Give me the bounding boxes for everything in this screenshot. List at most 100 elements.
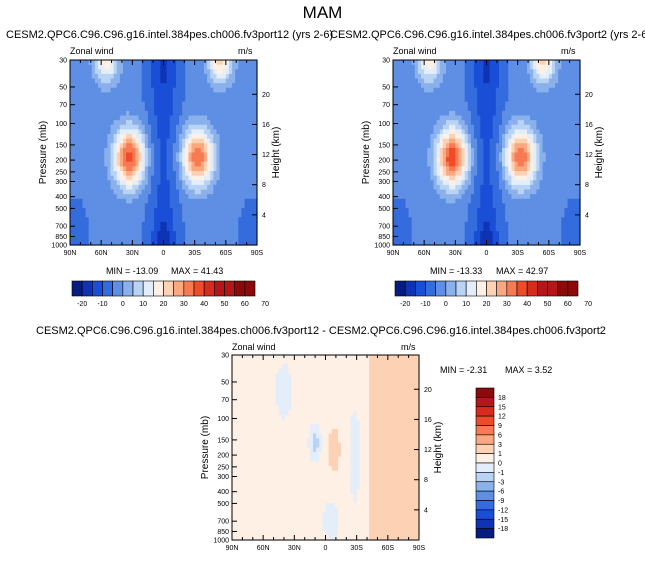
panel1-cell [213, 78, 218, 84]
panel2-cell [502, 217, 506, 223]
panel1-cell [241, 208, 246, 214]
panel1-cell [151, 235, 155, 241]
panel2-cell [498, 83, 503, 89]
panel2-cell [396, 184, 400, 191]
panel2-cell [486, 180, 491, 186]
panel2-cell [551, 161, 556, 167]
panel2-cell [486, 166, 491, 172]
panel1-cell [141, 194, 146, 200]
panel2-cell [477, 143, 481, 149]
panel2-cell [442, 120, 447, 126]
panel1-cell [228, 83, 233, 89]
panel2-cell [486, 171, 491, 177]
panel2-cell [508, 115, 513, 121]
panel1-cell [116, 152, 121, 158]
panel1-cell [235, 226, 239, 232]
panel2-cell [536, 152, 541, 158]
panel2-cell [421, 138, 425, 144]
panel2-cell [505, 152, 509, 158]
panel2-cell [430, 87, 435, 93]
panel1-cell [244, 69, 249, 75]
panel1-cell [160, 166, 165, 172]
panel2-cell [505, 198, 509, 204]
panel1-cell [225, 152, 230, 158]
panel1-cell [253, 221, 258, 228]
panel1-cell [154, 217, 158, 223]
panel2-cell [492, 198, 497, 204]
panel1-cell [197, 129, 202, 135]
panel2-cell [530, 189, 534, 195]
panel1-cell [135, 87, 140, 93]
panel2-cell [467, 106, 472, 112]
panel1-cell [122, 208, 127, 214]
panel1-cell [132, 97, 137, 103]
panel1-cell [126, 64, 130, 70]
panel1-cell [113, 147, 118, 154]
panel1-cell [247, 194, 252, 200]
panel2-cell [520, 78, 525, 84]
panel1-cell [185, 226, 190, 232]
panel2-cell [545, 217, 550, 223]
panel1-cell [250, 143, 255, 149]
panel2-cell [467, 166, 472, 172]
panel1-cell [104, 175, 108, 181]
panel2-cell [564, 60, 569, 66]
panel1-cell [107, 138, 112, 144]
panel2-cell [433, 124, 438, 130]
panel2-cell [417, 189, 422, 195]
panel1-cell [194, 184, 199, 191]
panel1-cell [129, 166, 133, 172]
panel2-cell [414, 231, 419, 237]
panel2-cell [545, 240, 550, 246]
panel1-cell [157, 97, 161, 103]
panel1-cell [225, 69, 230, 75]
panel2-cell [411, 171, 416, 177]
panel2-cell [548, 147, 553, 154]
panel1-cell [247, 212, 252, 218]
panel1-cell [110, 97, 115, 103]
panel2-cell [492, 110, 497, 117]
panel2-cell [495, 92, 500, 98]
panel2-cell [424, 106, 428, 112]
panel1-cell [110, 69, 115, 75]
panel1-cell [157, 87, 161, 93]
panel1-cell [135, 73, 140, 80]
panel1-cell [132, 161, 137, 167]
panel1-cell [82, 92, 87, 98]
panel1-cell [144, 231, 149, 237]
panel1-cell [154, 166, 158, 172]
panel1-cell [79, 171, 84, 177]
panel1-cell [244, 138, 249, 144]
panel2-cell [464, 161, 469, 167]
panel1-cell [110, 92, 115, 98]
panel1-cell [238, 180, 243, 186]
panel2-cell [551, 138, 556, 144]
panel2-cell [399, 129, 403, 135]
panel1-cell [79, 157, 84, 163]
panel2-cell [548, 143, 553, 149]
panel2-cell [399, 124, 403, 130]
panel2-cell [470, 110, 475, 117]
panel2-cell [576, 92, 581, 98]
panel1-cell [179, 189, 183, 195]
panel2-cell [393, 189, 397, 195]
panel1-cell [85, 78, 90, 84]
panel2-cell [474, 83, 478, 89]
panel1-cell [213, 194, 218, 200]
panel2-cell [502, 87, 506, 93]
panel2-cell [464, 198, 469, 204]
panel2-cell [561, 78, 566, 84]
panel2-cell [470, 240, 475, 246]
panel1-cell [126, 180, 130, 186]
panel1-cell [244, 120, 249, 126]
panel2-cell [530, 147, 534, 154]
panel1-cell [232, 64, 236, 70]
panel1-cell [132, 87, 137, 93]
panel2-cell [421, 64, 425, 70]
panel2-cell [573, 147, 578, 154]
panel2-cell [545, 175, 550, 181]
panel1-cell [188, 147, 193, 154]
panel1-cell [91, 175, 96, 181]
panel1-cell [197, 97, 202, 103]
panel1-cell [182, 124, 186, 130]
